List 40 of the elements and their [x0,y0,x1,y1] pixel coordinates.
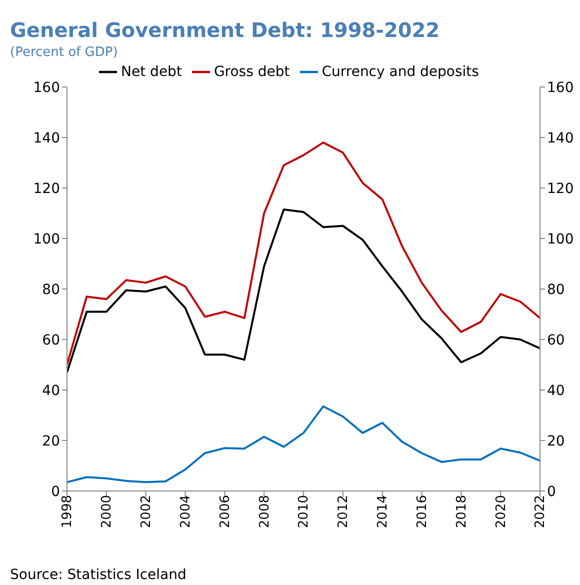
y-tick-label: 40 [42,382,60,399]
y-tick-label: 80 [42,282,60,298]
x-tick-label: 2004 [178,495,194,528]
line-series [67,208,540,374]
x-tick-label: 2016 [414,495,430,528]
x-tick-label: 2022 [533,495,548,528]
source-note: Source: Statistics Iceland [10,567,186,583]
line-series [67,405,540,484]
y-tick-label: 120 [33,180,60,197]
x-tick-label: 2000 [100,495,115,528]
y2-tick-label: 100 [547,231,574,248]
y2-tick-label: 160 [547,80,574,96]
y2-tick-label: 0 [547,484,556,500]
chart-title: General Government Debt: 1998-2022 [10,18,440,42]
legend-label: Gross debt [214,64,290,80]
legend-label: Net debt [121,64,182,80]
x-tick-label: 2002 [139,495,154,528]
y-tick-label: 160 [33,80,60,96]
x-tick-label: 2008 [257,495,272,528]
y-tick-label: 60 [42,332,60,348]
x-tick-label: 2014 [376,495,391,528]
y-tick-label: 20 [42,433,60,450]
legend-label: Currency and deposits [322,64,479,80]
line-series [67,142,540,366]
y2-tick-label: 40 [547,382,565,399]
x-tick-label: 2010 [296,495,312,528]
y-tick-label: 0 [51,484,60,500]
chart-subtitle: (Percent of GDP) [10,45,118,60]
y2-tick-label: 140 [547,130,574,146]
x-tick-label: 2020 [494,495,509,528]
x-tick-label: 2006 [218,495,233,528]
x-tick-label: 1998 [60,495,76,528]
y2-tick-label: 80 [547,282,565,298]
y-tick-label: 140 [33,130,60,146]
y-tick-label: 100 [33,231,60,248]
y2-tick-label: 20 [547,433,565,450]
y2-tick-label: 120 [547,180,574,197]
y2-tick-label: 60 [547,332,565,348]
x-tick-label: 2012 [336,495,352,528]
x-tick-label: 2018 [454,495,470,528]
